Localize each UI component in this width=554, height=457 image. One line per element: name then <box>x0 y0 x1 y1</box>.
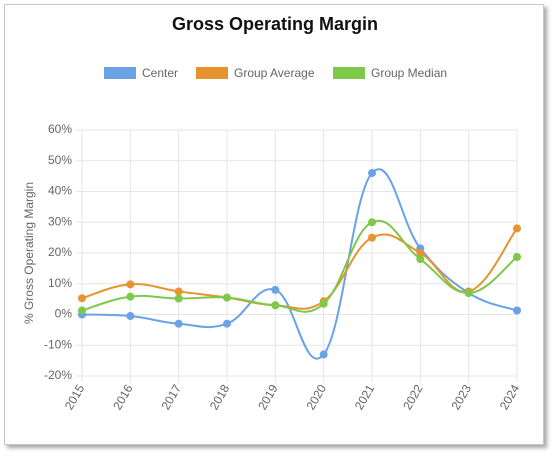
legend-label: Group Median <box>371 66 447 80</box>
y-tick-label: 60% <box>48 122 72 136</box>
y-tick-label: 30% <box>48 214 72 228</box>
data-point <box>271 301 280 310</box>
data-point <box>78 294 86 303</box>
data-point <box>126 280 135 289</box>
series-line <box>81 219 518 313</box>
data-point <box>126 292 135 301</box>
legend-swatch <box>196 67 228 79</box>
x-tick-label: 2016 <box>110 382 136 412</box>
data-point <box>319 299 328 308</box>
y-tick-label: -20% <box>44 368 72 382</box>
data-point <box>416 249 425 257</box>
x-tick-label: 2023 <box>449 382 475 412</box>
data-point <box>319 350 328 359</box>
data-point <box>416 255 425 264</box>
x-tick-label: 2018 <box>207 382 233 412</box>
chart-title: Gross Operating Margin <box>172 14 378 34</box>
data-point <box>513 252 521 261</box>
legend-label: Center <box>142 66 178 80</box>
data-point <box>513 306 521 315</box>
data-point <box>368 218 376 227</box>
y-tick-label: 50% <box>48 153 72 167</box>
data-point <box>464 288 473 297</box>
x-tick-label: 2017 <box>159 382 185 412</box>
series-line <box>81 168 518 360</box>
y-tick-label: 40% <box>48 184 72 198</box>
data-point <box>174 294 183 303</box>
data-point <box>368 169 376 178</box>
data-point <box>223 293 231 302</box>
y-axis-label: % Gross Operating Margin <box>22 182 36 324</box>
data-point <box>368 233 376 242</box>
x-tick-label: 2024 <box>497 382 523 412</box>
data-point <box>126 312 135 321</box>
y-tick-label: 20% <box>48 245 72 259</box>
y-tick-label: 0% <box>55 307 73 321</box>
chart-card <box>4 4 544 445</box>
x-tick-label: 2015 <box>62 382 88 412</box>
legend-label: Group Average <box>234 66 315 80</box>
x-tick-label: 2021 <box>352 382 378 412</box>
x-tick-label: 2022 <box>400 382 426 412</box>
y-tick-label: -10% <box>44 337 72 351</box>
legend-swatch <box>333 67 365 79</box>
legend-swatch <box>104 67 136 79</box>
x-tick-label: 2019 <box>255 382 281 412</box>
series-line <box>81 227 518 310</box>
y-tick-label: 10% <box>48 276 72 290</box>
x-tick-label: 2020 <box>304 382 330 412</box>
data-point <box>271 285 280 294</box>
data-point <box>223 319 231 328</box>
data-point <box>513 224 521 233</box>
data-point <box>174 319 183 328</box>
data-point <box>174 287 183 296</box>
data-point <box>78 306 86 315</box>
